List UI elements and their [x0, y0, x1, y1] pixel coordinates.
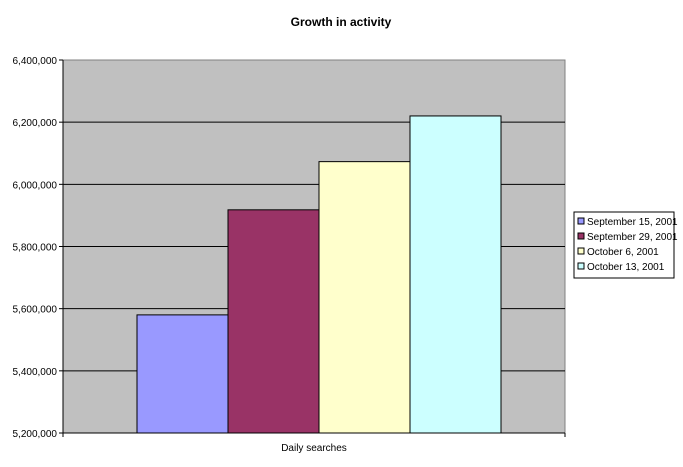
legend-swatch-3: [577, 247, 585, 255]
legend-label-4: October 13, 2001: [587, 262, 665, 273]
legend-swatch-4: [577, 262, 585, 270]
y-tick-label: 5,800,000: [13, 243, 58, 254]
y-tick-label: 5,200,000: [13, 429, 58, 440]
bar-4: [409, 115, 502, 434]
y-tick-label: 6,200,000: [13, 118, 58, 129]
legend-box: [573, 211, 675, 279]
y-tick-label: 6,400,000: [13, 56, 58, 67]
y-tick-label: 5,600,000: [13, 305, 58, 316]
y-tick-label: 6,000,000: [13, 180, 58, 191]
x-category-label: Daily searches: [281, 443, 347, 454]
bar-2: [227, 209, 320, 434]
y-tick-label: 5,400,000: [13, 367, 58, 378]
legend-label-2: September 29, 2001: [587, 232, 678, 243]
legend-label-1: September 15, 2001: [587, 217, 678, 228]
chart-title: Growth in activity: [291, 15, 392, 29]
bar-1: [136, 314, 229, 434]
legend-swatch-2: [577, 232, 585, 240]
legend-swatch-1: [577, 217, 585, 225]
bar-3: [318, 161, 411, 434]
legend-label-3: October 6, 2001: [587, 247, 659, 258]
